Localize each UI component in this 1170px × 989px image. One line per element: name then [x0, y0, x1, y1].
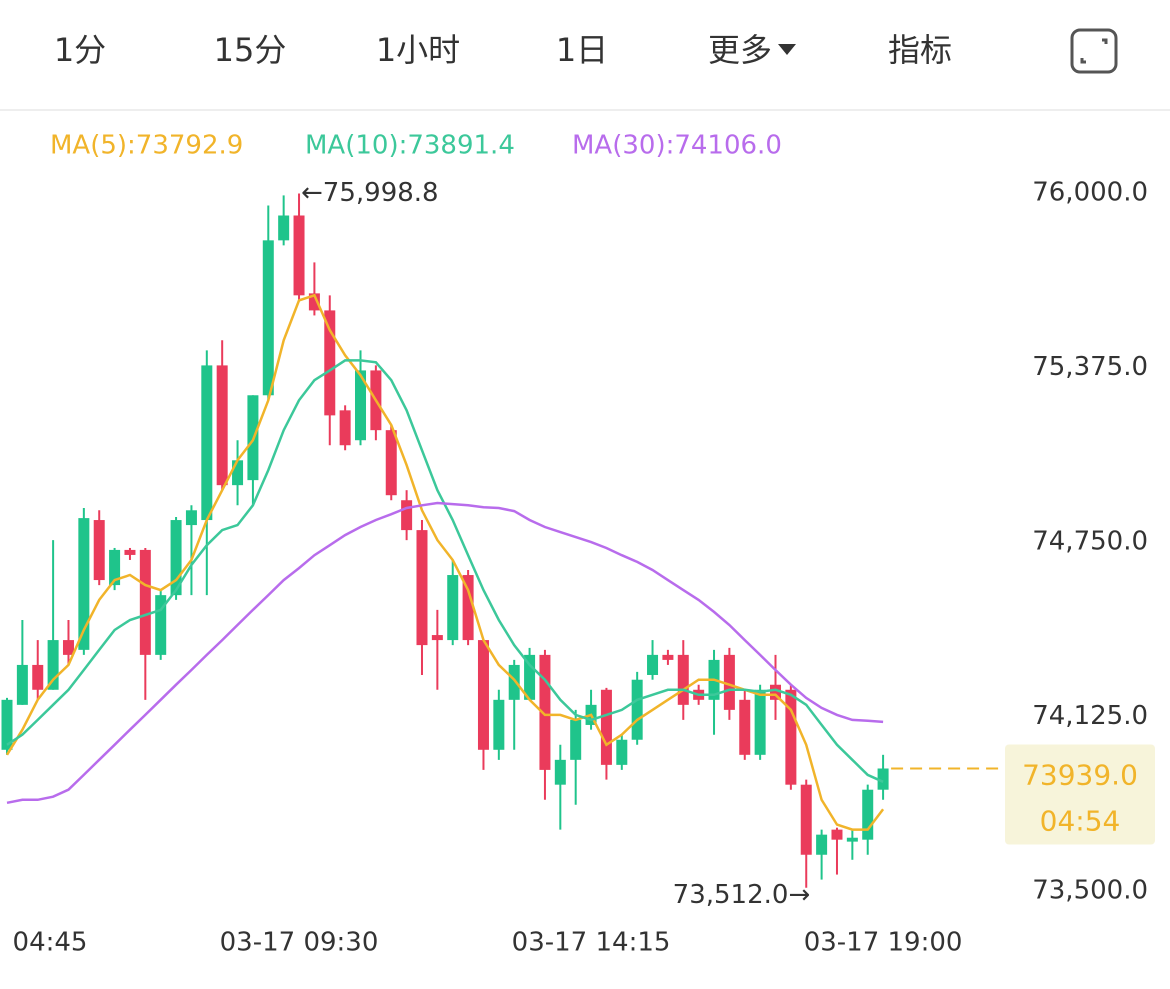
candle-body	[339, 410, 351, 446]
candle-body	[278, 215, 290, 241]
x-tick-label: 03-17 19:00	[804, 928, 963, 958]
candle-body	[831, 829, 843, 840]
candle-body	[524, 654, 536, 700]
y-tick-label: 74,125.0	[1032, 701, 1148, 731]
tab[interactable]: 1分	[54, 31, 106, 69]
candle-body	[477, 640, 489, 750]
candle-body	[216, 365, 228, 486]
candle-body	[109, 549, 121, 586]
candle-body	[401, 500, 413, 531]
candle-body	[47, 640, 59, 690]
y-tick-label: 76,000.0	[1032, 178, 1148, 208]
tab[interactable]: 更多	[708, 31, 772, 69]
dropdown-arrow	[778, 44, 796, 55]
legend-entry: MA(30):74106.0	[572, 131, 782, 161]
candle-body	[785, 689, 797, 785]
candle-body	[800, 784, 812, 855]
ma-line	[6, 359, 884, 783]
candle-body	[600, 689, 612, 765]
candle-body	[62, 640, 74, 655]
candle-body	[662, 654, 674, 660]
low-annotation: 73,512.0→	[673, 880, 811, 910]
candle-body	[1, 699, 13, 750]
candle-body	[124, 549, 136, 555]
x-tick-label: 03-17 14:15	[512, 928, 671, 958]
candle-body	[508, 664, 520, 700]
candle-body	[647, 654, 659, 675]
candle-body	[431, 635, 443, 641]
last-price-box	[1005, 744, 1155, 845]
y-tick-label: 75,375.0	[1032, 352, 1148, 382]
last-price-label: 73939.0	[1022, 758, 1138, 791]
candle-body	[462, 575, 474, 641]
candle-body	[846, 837, 858, 842]
candle-body	[770, 684, 781, 700]
tab[interactable]: 1日	[556, 31, 608, 69]
countdown: 04:54	[1040, 804, 1121, 837]
candle-body	[293, 215, 305, 296]
candle-body	[677, 654, 689, 705]
candle-body	[723, 654, 735, 710]
candle-body	[155, 595, 167, 655]
candle-body	[616, 739, 628, 765]
candle-body	[355, 370, 367, 441]
candle-body	[16, 664, 28, 705]
candle-body	[385, 430, 397, 496]
x-tick-label: 03-17 09:30	[220, 928, 379, 958]
candle-body	[447, 575, 459, 641]
candle-body	[185, 510, 197, 526]
candle-body	[862, 789, 874, 840]
high-annotation: ←75,998.8	[301, 178, 439, 208]
candle-body	[232, 460, 244, 486]
legend-entry: MA(10):73891.4	[305, 131, 515, 161]
candle-body	[93, 520, 105, 581]
candle-body	[262, 240, 274, 396]
candle-body	[170, 520, 182, 596]
candle-body	[539, 654, 551, 770]
ma-line	[5, 293, 885, 831]
candle-body	[324, 310, 336, 416]
candle-body	[754, 689, 766, 755]
fullscreen-button[interactable]	[1070, 28, 1118, 74]
tab[interactable]: 指标	[888, 31, 952, 69]
tab[interactable]: 1小时	[376, 31, 460, 69]
candle-body	[308, 293, 320, 311]
candle-body	[78, 518, 90, 650]
tab[interactable]: 15分	[214, 31, 287, 69]
x-tick-label: 04:45	[13, 928, 88, 958]
ma-line	[6, 501, 884, 805]
y-tick-label: 74,750.0	[1032, 527, 1148, 557]
legend-entry: MA(5):73792.9	[50, 131, 243, 161]
candle-body	[493, 699, 505, 750]
candle-body	[554, 759, 566, 785]
candle-body	[201, 365, 213, 521]
candle-body	[32, 664, 44, 690]
candle-body	[570, 719, 582, 760]
candle-body	[739, 699, 751, 755]
candle-body	[139, 549, 151, 655]
candle-body	[877, 768, 889, 790]
candle-body	[631, 679, 643, 740]
y-tick-label: 73,500.0	[1032, 876, 1148, 906]
candle-body	[816, 834, 828, 855]
candle-body	[416, 530, 428, 646]
